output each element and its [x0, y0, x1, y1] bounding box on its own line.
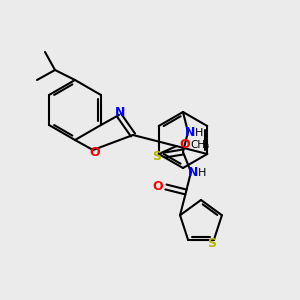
Text: N: N [188, 167, 198, 179]
Text: O: O [153, 179, 163, 193]
Text: S: S [207, 237, 216, 250]
Text: O: O [90, 146, 100, 160]
Text: N: N [185, 127, 195, 140]
Text: N: N [115, 106, 125, 119]
Text: O: O [180, 139, 190, 152]
Text: H: H [198, 168, 206, 178]
Text: CH₃: CH₃ [191, 140, 210, 150]
Text: H: H [195, 128, 203, 138]
Text: S: S [152, 149, 161, 163]
